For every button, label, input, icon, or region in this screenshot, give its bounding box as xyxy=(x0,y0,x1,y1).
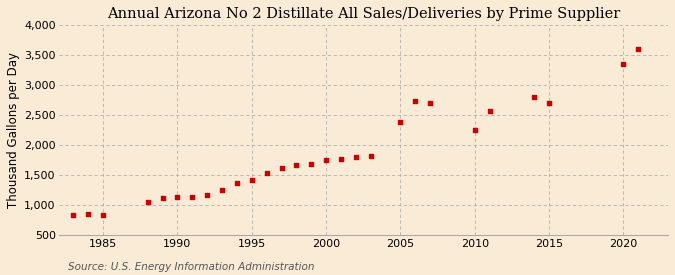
Point xyxy=(291,163,302,167)
Point xyxy=(335,156,346,161)
Point xyxy=(187,195,198,199)
Point xyxy=(306,162,317,166)
Point xyxy=(202,193,213,197)
Point xyxy=(544,101,555,105)
Point xyxy=(68,213,79,218)
Point xyxy=(232,180,242,185)
Point xyxy=(395,120,406,124)
Point xyxy=(261,171,272,175)
Title: Annual Arizona No 2 Distillate All Sales/Deliveries by Prime Supplier: Annual Arizona No 2 Distillate All Sales… xyxy=(107,7,620,21)
Y-axis label: Thousand Gallons per Day: Thousand Gallons per Day xyxy=(7,52,20,208)
Point xyxy=(321,158,331,162)
Point xyxy=(142,200,153,205)
Point xyxy=(365,154,376,158)
Point xyxy=(157,196,168,200)
Point xyxy=(98,213,109,217)
Point xyxy=(83,211,94,216)
Text: Source: U.S. Energy Information Administration: Source: U.S. Energy Information Administ… xyxy=(68,262,314,272)
Point xyxy=(484,109,495,113)
Point xyxy=(410,99,421,103)
Point xyxy=(425,101,435,105)
Point xyxy=(618,62,629,67)
Point xyxy=(172,195,183,199)
Point xyxy=(469,128,480,133)
Point xyxy=(350,155,361,160)
Point xyxy=(633,47,644,51)
Point xyxy=(246,177,257,182)
Point xyxy=(217,188,227,192)
Point xyxy=(276,165,287,170)
Point xyxy=(529,95,539,100)
